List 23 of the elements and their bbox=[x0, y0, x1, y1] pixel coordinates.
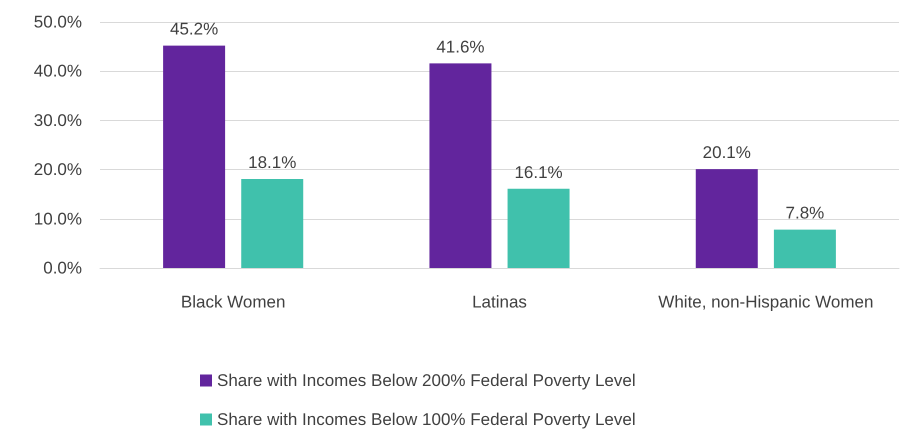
y-tick-label: 10.0% bbox=[34, 209, 82, 228]
x-tick-label: Black Women bbox=[180, 292, 286, 312]
bar bbox=[508, 188, 570, 268]
legend-label: Share with Incomes Below 200% Federal Poverty Level bbox=[217, 371, 636, 390]
bar bbox=[429, 63, 492, 268]
bar bbox=[163, 46, 226, 268]
data-label: 18.1% bbox=[248, 152, 296, 172]
y-tick-label: 30.0% bbox=[34, 110, 82, 130]
y-tick-label: 40.0% bbox=[34, 62, 82, 81]
data-label: 16.1% bbox=[514, 162, 563, 182]
data-label: 20.1% bbox=[702, 143, 751, 162]
y-tick-label: 20.0% bbox=[34, 160, 82, 180]
x-tick-label: White, non-Hispanic Women bbox=[658, 292, 874, 312]
data-label: 41.6% bbox=[436, 37, 485, 56]
y-tick-label: 0.0% bbox=[43, 258, 82, 278]
y-tick-label: 50.0% bbox=[34, 12, 82, 32]
bar bbox=[241, 178, 304, 268]
x-tick-label: Latinas bbox=[472, 292, 527, 312]
bar bbox=[696, 169, 758, 268]
data-label: 45.2% bbox=[170, 20, 218, 39]
legend-label: Share with Incomes Below 100% Federal Poverty Level bbox=[217, 410, 636, 429]
bar bbox=[774, 230, 836, 268]
data-label: 7.8% bbox=[786, 204, 824, 223]
